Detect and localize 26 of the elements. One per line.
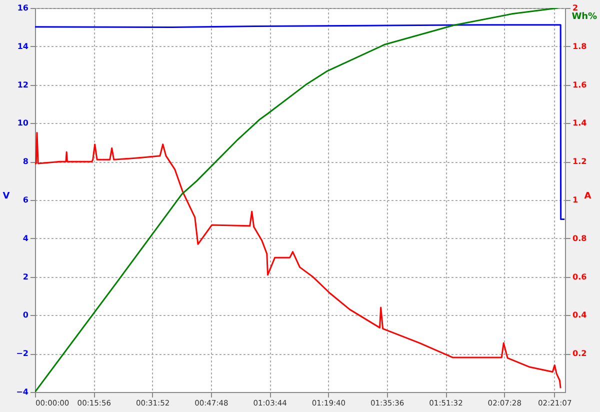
y2-tick-label: 1.2 [572,157,587,166]
y-tick-label: −4 [16,388,29,396]
y2-tick-label: 1 [572,196,578,204]
y-tick-label: 6 [22,196,29,204]
y2-tick-label: 1.6 [572,80,588,90]
y2-axis-title: A [584,192,592,202]
y-tick-label: 12 [17,80,28,90]
y-tick-label: 10 [17,118,29,128]
y-tick-label: 16 [17,4,29,12]
line-series [35,24,565,220]
y-tick-label: 4 [22,234,29,243]
series-label: Wh% [572,12,598,22]
y2-tick-label: 0.4 [572,310,588,320]
y-axis-title: V [2,192,10,202]
y2-tick-label: 1.8 [572,42,588,51]
y2-tick-label: 0.6 [572,272,588,282]
y-tick-label: 14 [17,42,29,51]
y2-tick-label: 1.4 [572,118,588,128]
y2-tick-label: 0.2 [572,349,587,358]
y2-tick-label: 2 [572,4,578,12]
y2-tick-label: 0.8 [572,234,588,243]
y-tick-label: 8 [22,157,29,166]
y-tick-label: 2 [22,272,28,282]
line-series [35,132,562,389]
y-tick-label: 0 [22,310,29,320]
y-tick-label: −2 [16,349,28,358]
